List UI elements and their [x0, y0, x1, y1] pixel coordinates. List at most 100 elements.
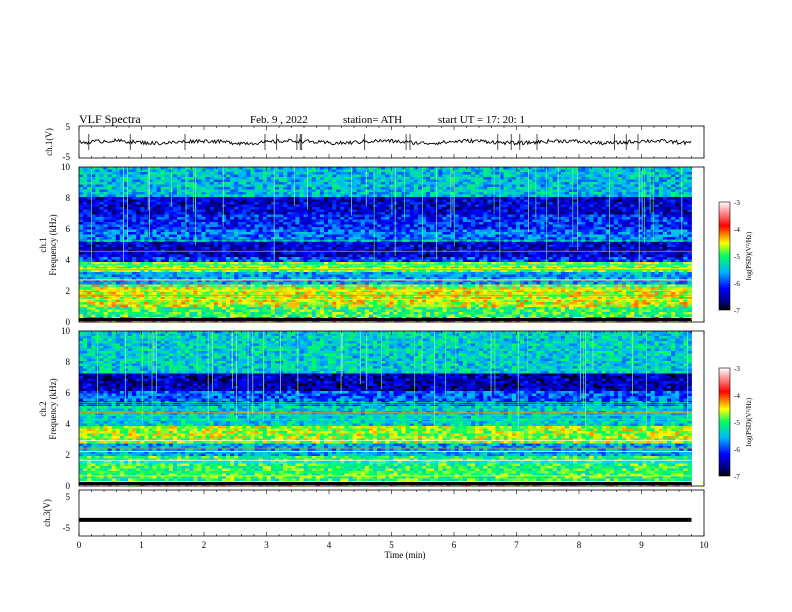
spectrogram-cell [377, 217, 382, 220]
spectrogram-cell [91, 237, 96, 240]
spectrogram-cell [83, 229, 88, 233]
spectrogram-cell [540, 222, 545, 225]
spectrogram-cell [356, 244, 362, 248]
spectrogram-cell [123, 222, 129, 225]
spectrogram-cell [552, 237, 558, 240]
spectrogram-cell [246, 172, 251, 175]
spectrogram-cell [226, 177, 231, 180]
spectrogram-cell [262, 234, 268, 238]
spectrogram-cell [311, 242, 317, 245]
spectrogram-cell [148, 209, 153, 213]
spectrogram-cell [266, 232, 272, 235]
spectrogram-cell [389, 242, 394, 245]
spectrogram-cell [675, 209, 680, 213]
spectrogram-cell [83, 202, 88, 205]
spectrogram-cell [315, 237, 321, 240]
spectrogram-cell [622, 214, 627, 218]
spectrogram-cell [91, 182, 96, 185]
spectrogram-cell [409, 169, 415, 173]
spectrogram-cell [687, 209, 692, 213]
spectrogram-cell [499, 199, 505, 203]
spectrogram-cell [242, 244, 247, 248]
spectrogram-cell [601, 222, 607, 225]
spectrogram-cell [662, 179, 668, 183]
spectrogram-cell [128, 204, 133, 208]
spectrogram-cell [413, 182, 419, 185]
spectrogram-cell [573, 189, 578, 193]
spectrogram-cell [442, 227, 447, 230]
spectrogram-cell [201, 184, 206, 188]
spectrogram-cell [601, 224, 607, 228]
spectrogram-cell [177, 242, 182, 245]
spectrogram-cell [515, 192, 521, 195]
spectrogram-cell [287, 222, 292, 225]
spectrogram-cell [466, 172, 472, 175]
spectrogram-cell [189, 199, 194, 203]
spectrogram-cell [475, 174, 480, 178]
spectrogram-cell [564, 219, 570, 223]
spectrogram-cell [675, 189, 680, 193]
spectrogram-cell [524, 189, 529, 193]
spectrogram-cell [181, 169, 186, 173]
spectrogram-cell [618, 229, 623, 233]
spectrogram-cell [401, 224, 407, 228]
spectrogram-cell [458, 212, 464, 215]
spectrogram-cell [368, 199, 374, 203]
spectrogram-cell [160, 224, 166, 228]
spectrogram-cell [405, 222, 411, 225]
spectrogram-cell [168, 167, 174, 170]
spectrogram-cell [79, 169, 84, 173]
spectrogram-cell [405, 172, 411, 175]
spectrogram-cell [238, 207, 243, 210]
spectrogram-cell [189, 227, 194, 230]
spectrogram-cell [262, 167, 268, 170]
spectrogram-cell [417, 237, 423, 240]
spectrogram-cell [422, 179, 427, 183]
spectrogram-cell [328, 229, 333, 233]
spectrogram-cell [328, 174, 333, 178]
spectrogram-cell [540, 227, 545, 230]
spectrogram-cell [401, 242, 407, 245]
spectrogram-cell [246, 202, 251, 205]
spectrogram-cell [536, 197, 541, 200]
spectrogram-cell [687, 189, 692, 193]
spectrogram-cell [254, 227, 260, 230]
spectrogram-cell [99, 184, 104, 188]
spectrogram-cell [626, 214, 631, 218]
spectrogram-cell [364, 227, 370, 230]
spectrogram-cell [667, 194, 672, 198]
spectrogram-cell [401, 172, 407, 175]
spectrogram-cell [401, 187, 407, 190]
spectrogram-cell [360, 217, 366, 220]
spectrogram-cell [107, 229, 113, 233]
spectrogram-cell [458, 184, 464, 188]
spectrogram-cell [442, 219, 447, 223]
spectrogram-cell [262, 212, 268, 215]
spectrogram-cell [532, 189, 537, 193]
spectrogram-cell [209, 184, 215, 188]
spectrogram-cell [503, 234, 509, 238]
spectrogram-cell [181, 224, 186, 228]
spectrogram-cell [324, 199, 329, 203]
spectrogram-cell [618, 217, 623, 220]
spectrogram-cell [234, 199, 239, 203]
spectrogram-cell [597, 179, 603, 183]
spectrogram-cell [658, 202, 664, 205]
spectrogram-cell [654, 229, 660, 233]
spectrogram-cell [507, 237, 513, 240]
spectrogram-cell [115, 224, 121, 228]
spectrogram-cell [262, 192, 268, 195]
spectrogram-cell [515, 232, 521, 235]
spectrogram-cell [475, 169, 480, 173]
spectrogram-cell [242, 214, 247, 218]
spectrogram-cell [181, 219, 186, 223]
spectrogram-cell [254, 207, 260, 210]
spectrogram-cell [83, 207, 88, 210]
spectrogram-cell [128, 174, 133, 178]
spectrogram-cell [438, 219, 443, 223]
spectrogram-cell [507, 177, 513, 180]
spectrogram-cell [671, 194, 676, 198]
spectrogram-cell [201, 224, 206, 228]
spectrogram-cell [471, 189, 476, 193]
spectrogram-cell [589, 229, 594, 233]
